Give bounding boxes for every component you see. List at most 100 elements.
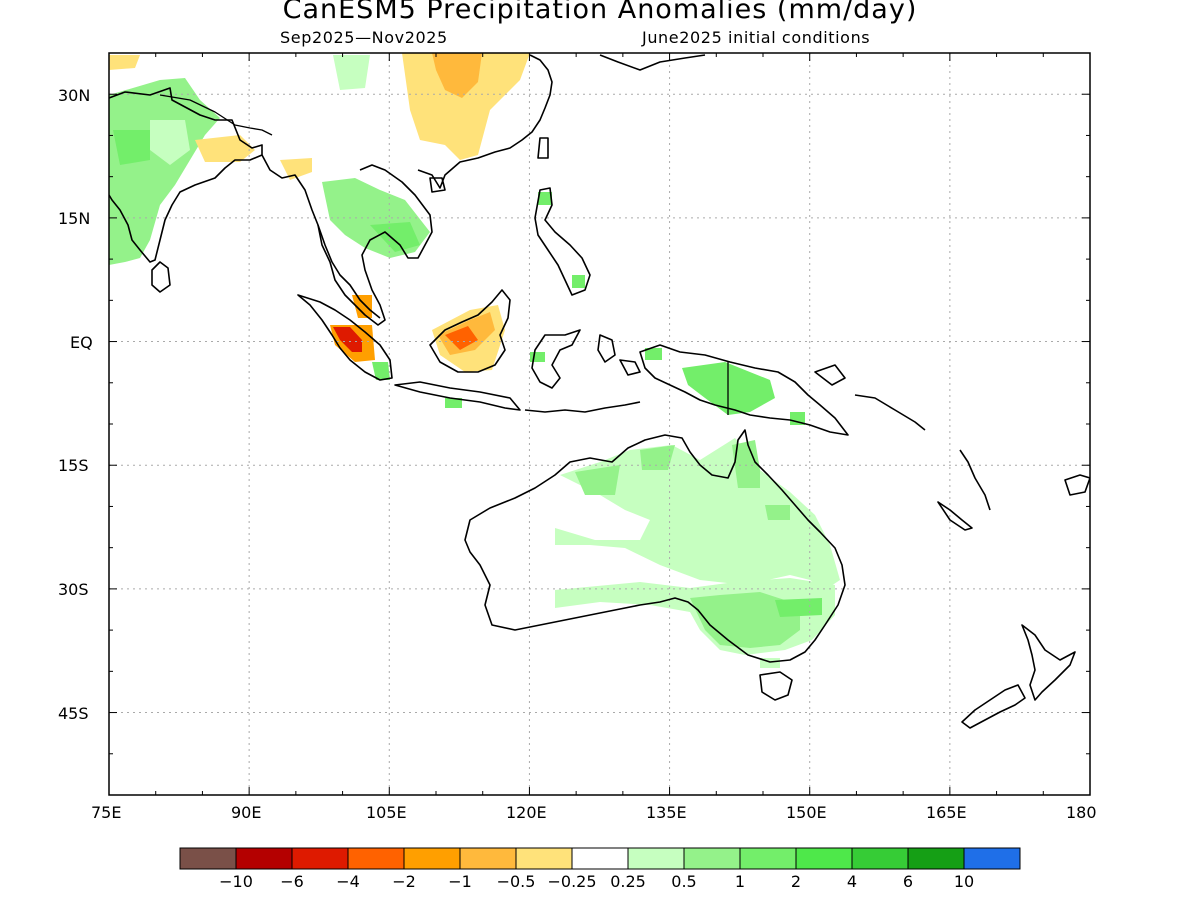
colorbar-label: −6: [280, 872, 304, 891]
x-tick-180: 180: [1066, 803, 1097, 822]
hainan-coastline: [429, 177, 446, 193]
y-tick-45s: 45S: [58, 704, 89, 723]
map-title: CanESM5 Precipitation Anomalies (mm/day): [282, 0, 918, 25]
borneo-coastline: [429, 289, 511, 373]
x-tick-75e: 75E: [91, 803, 122, 822]
taiwan-coastline: [537, 137, 549, 159]
bangladesh-coastline: [261, 154, 381, 319]
colorbar-swatch: [291, 847, 349, 870]
colorbar-label: −0.5: [496, 872, 536, 891]
x-tick-105e: 105E: [366, 803, 407, 822]
fiji-coastline: [1064, 474, 1090, 496]
x-tick-150e: 150E: [786, 803, 827, 822]
moluccas-coastline: [597, 334, 641, 376]
nsw-wet-anomaly: [775, 598, 822, 617]
malaya-dry-anomaly: [352, 295, 372, 318]
bismarck-coastline: [814, 364, 926, 431]
new-caledonia-coastline: [937, 501, 973, 531]
colorbar-label: 0.25: [610, 872, 646, 891]
australia-north-wet-anomaly: [575, 465, 620, 495]
colorbar-swatch: [795, 847, 853, 870]
colorbar-swatch: [851, 847, 909, 870]
colorbar-swatch: [515, 847, 573, 870]
colorbar-swatch: [907, 847, 965, 870]
coastlines: [109, 54, 1090, 729]
new-zealand-south-coastline: [961, 684, 1026, 729]
colorbar-swatch: [627, 847, 685, 870]
queensland-wet-anomaly: [765, 505, 790, 520]
india-wet-anomaly: [109, 78, 220, 265]
vanuatu-coastline: [959, 449, 991, 511]
sri-lanka-coastline: [151, 261, 171, 293]
colorbar-label: 1: [734, 872, 746, 891]
colorbar-swatch: [963, 847, 1021, 870]
java-west-wet-anomaly: [372, 362, 390, 380]
china-moderate-dry-anomaly: [432, 53, 482, 98]
x-tick-165e: 165E: [926, 803, 967, 822]
philippines-wet-anomaly: [538, 192, 552, 205]
sumatra-coastline: [297, 294, 393, 381]
bangladesh-dry-anomaly: [280, 158, 312, 180]
axis-ticks: [108, 52, 1091, 796]
colorbar-swatch: [403, 847, 461, 870]
malay-peninsula-coastline: [317, 164, 433, 326]
season-subtitle: Sep2025—Nov2025: [280, 28, 448, 47]
north-india-dry-anomaly: [195, 135, 255, 162]
japan-coastline: [599, 54, 706, 71]
y-tick-eq: EQ: [70, 333, 93, 352]
y-tick-30n: 30N: [58, 86, 91, 105]
sulawesi-wet-anomaly: [530, 352, 545, 362]
graticule: [109, 53, 1090, 795]
cape-york-wet-anomaly: [732, 440, 760, 488]
colorbar-swatch: [347, 847, 405, 870]
colorbar-swatch: [739, 847, 797, 870]
new-zealand-north-coastline: [1021, 624, 1076, 701]
southeast-australia-wet-anomaly: [690, 592, 800, 648]
tasmania-coastline: [759, 671, 793, 701]
anomaly-fill-layer: [109, 53, 840, 668]
colorbar-label: 10: [953, 872, 975, 891]
sulawesi-coastline: [531, 329, 581, 389]
northwest-dry-anomaly: [109, 55, 140, 70]
colorbar-label: 6: [902, 872, 914, 891]
borneo-strong-dry-anomaly: [445, 326, 478, 350]
y-tick-15s: 15S: [58, 456, 89, 475]
java-east-wet-anomaly: [445, 398, 462, 408]
colorbar-label: −4: [336, 872, 360, 891]
y-tick-15n: 15N: [58, 209, 91, 228]
map-frame: [108, 52, 1091, 796]
colorbar-swatch: [571, 847, 629, 870]
china-dry-anomaly: [402, 53, 530, 160]
colorbar-label: 0.5: [671, 872, 697, 891]
java-coastline: [394, 381, 521, 411]
colorbar-label: −1: [448, 872, 472, 891]
colorbar-swatch: [235, 847, 293, 870]
colorbar-label: 4: [846, 872, 858, 891]
x-tick-120e: 120E: [506, 803, 547, 822]
colorbar: [179, 847, 1021, 870]
india-core-wet-anomaly: [113, 130, 150, 165]
colorbar-swatch: [683, 847, 741, 870]
india-light-wet-anomaly: [150, 120, 190, 165]
australia-coastline: [464, 429, 846, 663]
colorbar-label: −10: [219, 872, 253, 891]
sumatra-strong-dry-anomaly: [333, 327, 362, 352]
x-tick-90e: 90E: [231, 803, 262, 822]
new-guinea-wet-anomaly: [645, 348, 775, 415]
india-coastline: [109, 87, 263, 263]
lesser-sunda-coastline: [524, 401, 641, 413]
colorbar-label: −0.25: [547, 872, 597, 891]
y-tick-30s: 30S: [58, 580, 89, 599]
init-conditions-subtitle: June2025 initial conditions: [642, 28, 871, 47]
new-guinea-coastline: [639, 344, 849, 436]
tibet-wet-anomaly: [333, 55, 370, 90]
colorbar-swatch: [459, 847, 517, 870]
philippines-coastline: [534, 187, 591, 296]
china-coastline: [417, 54, 553, 189]
indochina-core-wet-anomaly: [370, 222, 420, 252]
colorbar-label: −2: [392, 872, 416, 891]
top-end-wet-anomaly: [640, 445, 675, 470]
australia-light-wet-anomaly: [555, 438, 840, 590]
x-tick-135e: 135E: [646, 803, 687, 822]
